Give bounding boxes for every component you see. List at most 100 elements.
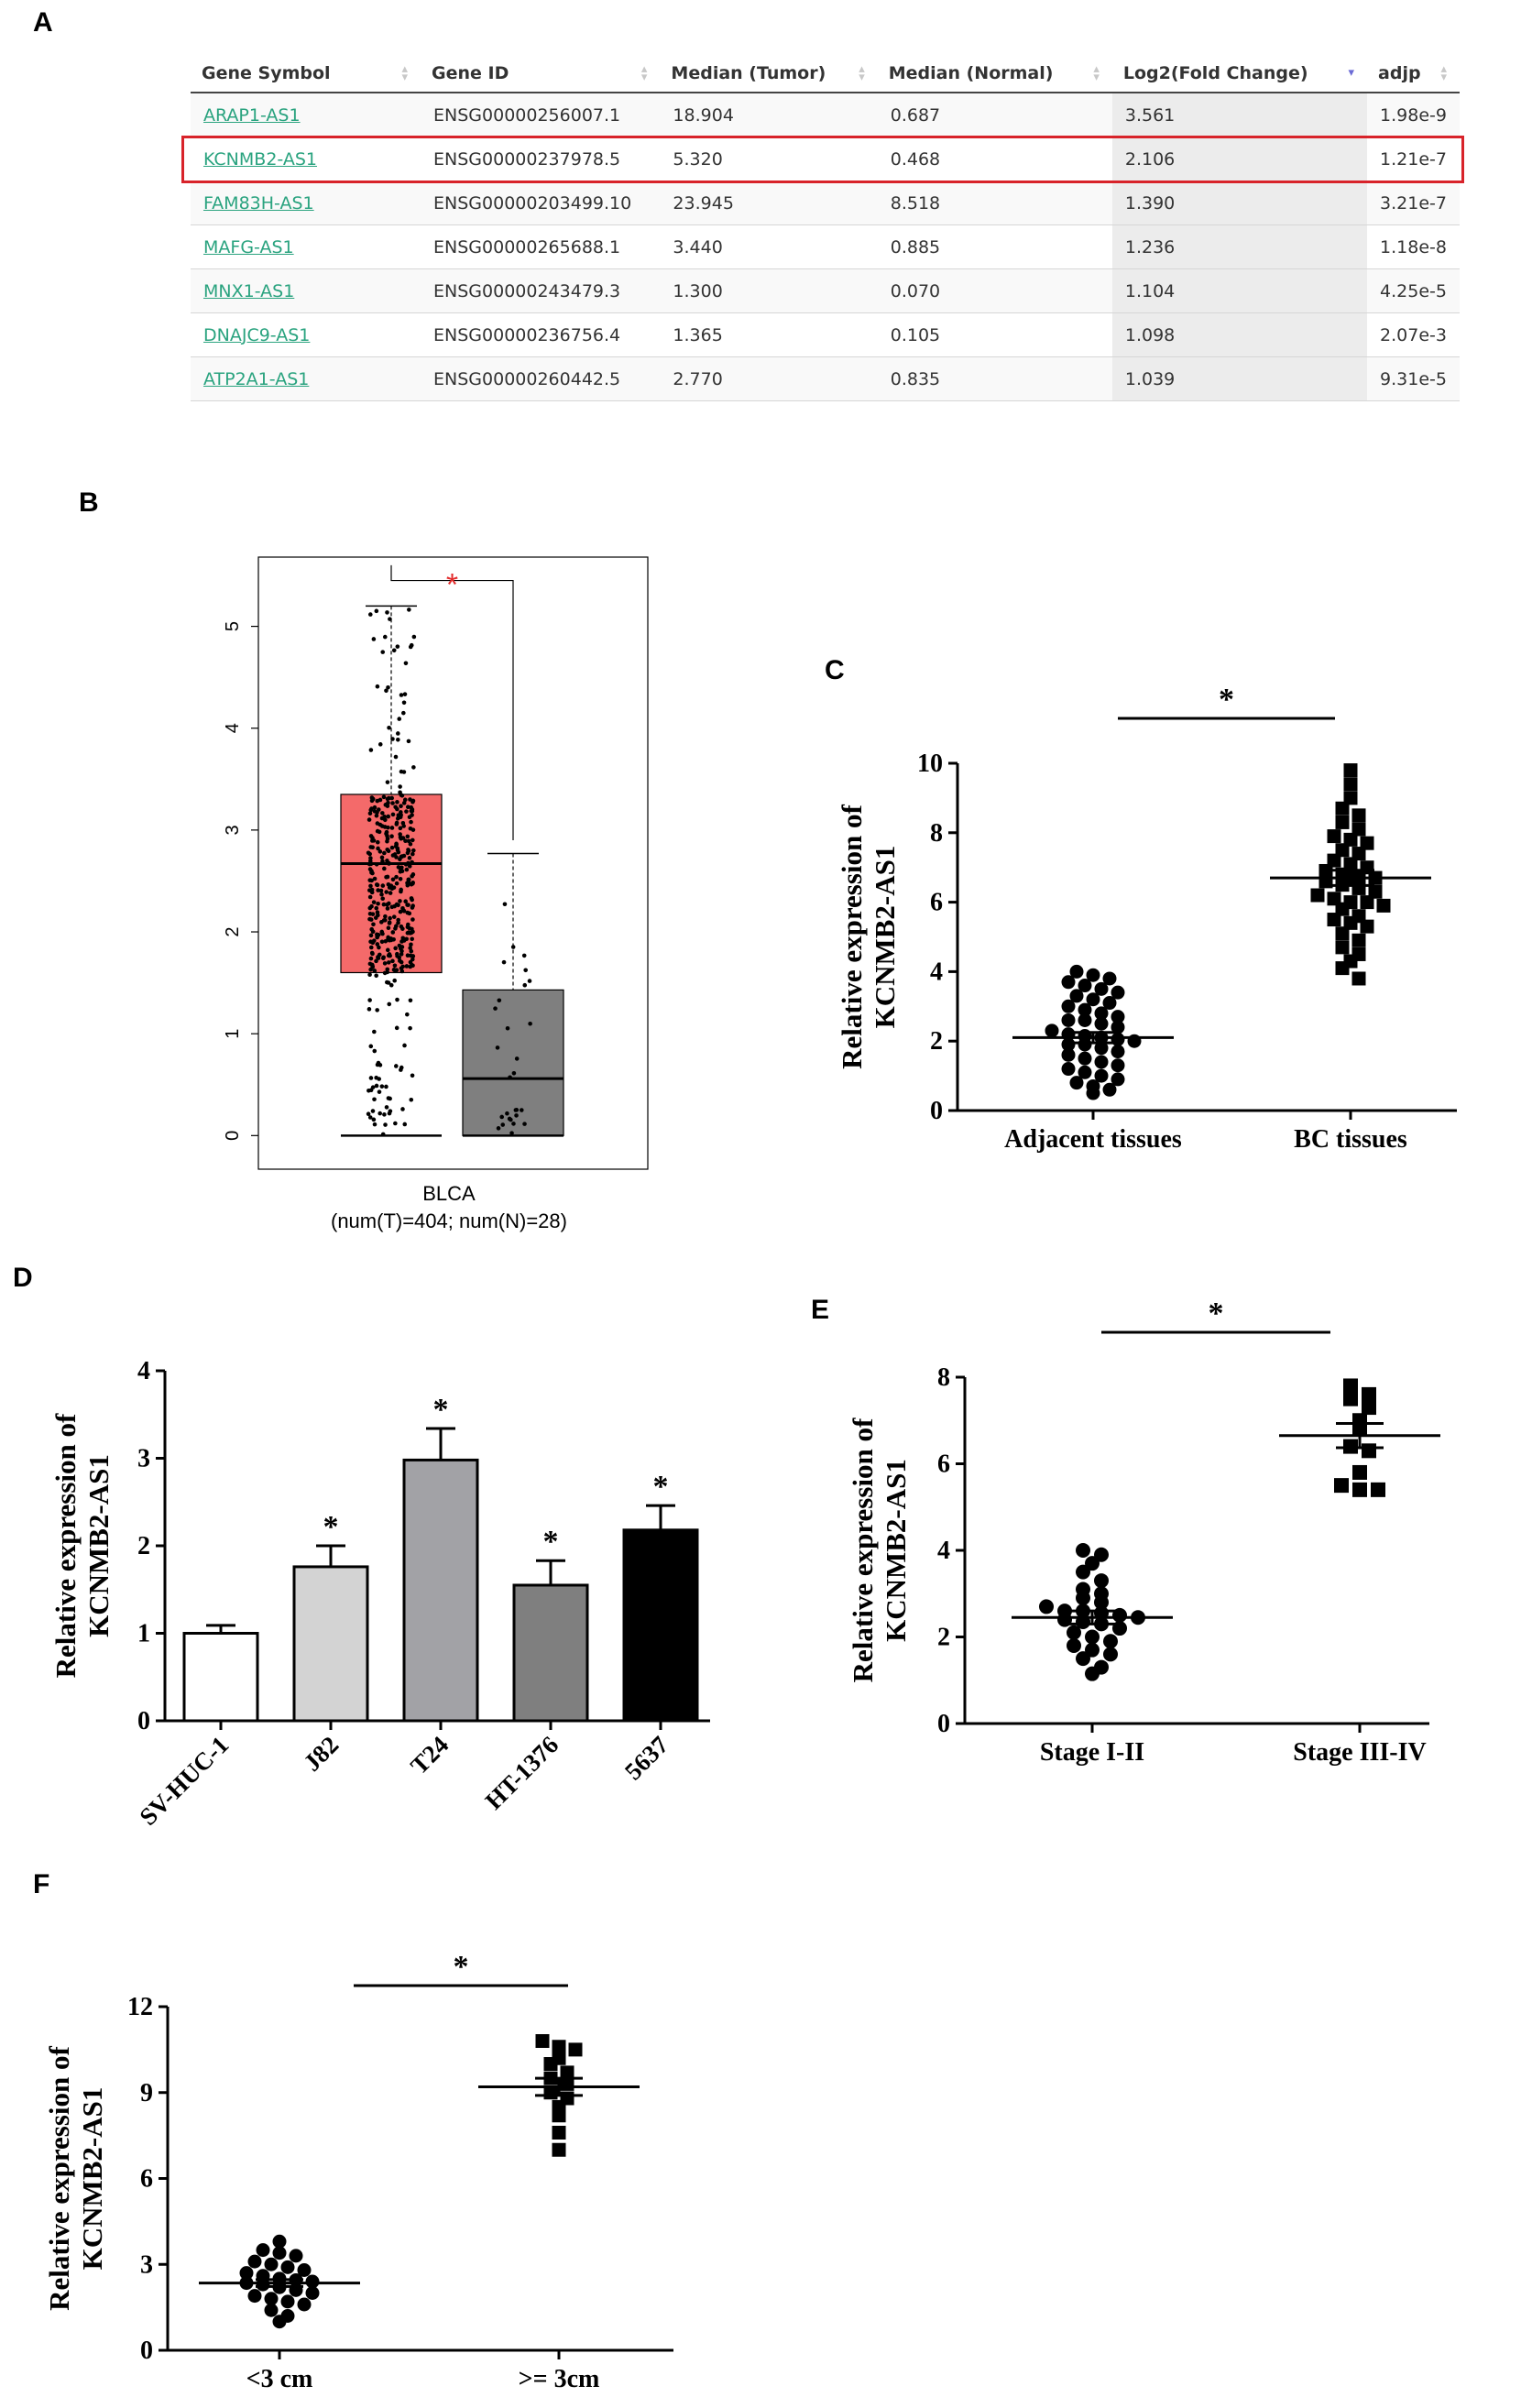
jitter-point bbox=[374, 905, 379, 911]
jitter-point bbox=[395, 800, 399, 804]
jitter-point bbox=[395, 997, 399, 1002]
jitter-point bbox=[514, 1113, 519, 1118]
data-point-circle bbox=[1103, 1647, 1118, 1662]
data-point-circle bbox=[256, 2243, 270, 2258]
jitter-point bbox=[393, 754, 399, 760]
jitter-point bbox=[410, 827, 416, 832]
jitter-point bbox=[400, 836, 406, 840]
column-header-adjp[interactable]: adjp ▴ ▾ bbox=[1367, 55, 1460, 93]
jitter-point bbox=[495, 1045, 500, 1050]
data-point-circle bbox=[1076, 1564, 1090, 1580]
jitter-point bbox=[409, 1097, 414, 1102]
jitter-point bbox=[410, 813, 414, 817]
jitter-point bbox=[367, 905, 373, 911]
column-header-median-tumor[interactable]: Median (Tumor) ▴ ▾ bbox=[660, 55, 878, 93]
y-tick-label: 1 bbox=[223, 1029, 243, 1039]
jitter-point bbox=[370, 870, 375, 876]
gene-link[interactable]: ARAP1-AS1 bbox=[203, 104, 301, 126]
y-tick-label: 2 bbox=[930, 1027, 943, 1056]
median-normal-cell: 0.105 bbox=[877, 312, 1112, 357]
gene-link[interactable]: ATP2A1-AS1 bbox=[203, 368, 310, 389]
jitter-point bbox=[394, 968, 399, 972]
jitter-point bbox=[410, 837, 415, 843]
jitter-point bbox=[371, 637, 377, 641]
gene-link[interactable]: FAM83H-AS1 bbox=[203, 192, 314, 213]
jitter-point bbox=[386, 800, 390, 805]
sort-icon[interactable]: ▴ ▾ bbox=[859, 62, 865, 84]
data-point-circle bbox=[1085, 1642, 1100, 1658]
column-header-median-normal[interactable]: Median (Normal) ▴ ▾ bbox=[877, 55, 1112, 93]
data-point-square bbox=[1343, 832, 1358, 847]
column-header-gene-symbol[interactable]: Gene Symbol ▴ ▾ bbox=[191, 55, 421, 93]
jitter-point bbox=[394, 924, 399, 929]
data-point-circle bbox=[280, 2260, 295, 2274]
median-normal-cell: 0.835 bbox=[877, 356, 1112, 401]
jitter-point bbox=[378, 849, 383, 854]
data-point-circle bbox=[1061, 975, 1076, 990]
jitter-point bbox=[368, 807, 374, 813]
significance-star: * bbox=[454, 1950, 469, 1984]
column-header-gene-id[interactable]: Gene ID ▴ ▾ bbox=[421, 55, 661, 93]
data-point-square bbox=[560, 2065, 574, 2080]
sort-icon[interactable]: ▴ ▾ bbox=[1093, 62, 1100, 84]
data-point-square bbox=[1327, 892, 1341, 906]
jitter-point bbox=[390, 958, 395, 964]
data-point-square bbox=[1360, 895, 1374, 910]
jitter-point bbox=[388, 1096, 392, 1101]
significance-star: * bbox=[323, 1510, 339, 1544]
sort-icon[interactable]: ▴ ▾ bbox=[401, 62, 409, 84]
bar-5637 bbox=[622, 1528, 699, 1723]
sort-icon[interactable]: ▴ ▾ bbox=[1440, 62, 1447, 84]
sort-desc-icon[interactable]: ▾ bbox=[1348, 66, 1355, 80]
jitter-point bbox=[374, 862, 379, 867]
jitter-point bbox=[384, 1105, 389, 1110]
gene-link[interactable]: DNAJC9-AS1 bbox=[203, 324, 311, 345]
jitter-point bbox=[388, 953, 392, 958]
data-point-circle bbox=[1111, 1072, 1125, 1087]
data-point-square bbox=[1335, 926, 1350, 941]
jitter-point bbox=[389, 845, 395, 850]
gene-link[interactable]: MAFG-AS1 bbox=[203, 236, 294, 257]
jitter-point bbox=[385, 610, 389, 615]
jitter-point bbox=[406, 877, 411, 882]
jitter-point bbox=[386, 814, 391, 819]
data-point-circle bbox=[1078, 979, 1092, 993]
jitter-point bbox=[410, 936, 414, 942]
data-point-square bbox=[535, 2034, 550, 2048]
data-point-circle bbox=[1094, 1586, 1109, 1602]
column-header-log2-fold-change[interactable]: Log2(Fold Change) ▾ bbox=[1111, 55, 1368, 93]
y-axis-label-line2: KCNMB2-AS1 bbox=[76, 2087, 108, 2271]
y-tick-label: 3 bbox=[140, 2250, 153, 2279]
data-point-square bbox=[1310, 888, 1325, 903]
data-point-circle bbox=[1078, 1065, 1092, 1079]
x-tick-label: J82 bbox=[298, 1731, 344, 1777]
y-tick-label: 4 bbox=[930, 958, 943, 986]
y-axis-label-line2: KCNMB2-AS1 bbox=[869, 846, 901, 1029]
gene-link[interactable]: MNX1-AS1 bbox=[203, 280, 295, 301]
jitter-point bbox=[409, 942, 413, 947]
jitter-point bbox=[403, 838, 408, 844]
jitter-point bbox=[366, 1111, 371, 1117]
jitter-point bbox=[519, 1108, 524, 1112]
table-row: ARAP1-AS1 ENSG00000256007.1 18.904 0.687… bbox=[191, 93, 1460, 137]
data-point-square bbox=[1319, 863, 1333, 878]
sort-icon[interactable]: ▴ ▾ bbox=[640, 62, 648, 84]
panel-letter-a: A bbox=[33, 7, 53, 38]
jitter-point bbox=[388, 915, 392, 921]
jitter-point bbox=[370, 951, 375, 957]
data-point-circle bbox=[1078, 1051, 1092, 1066]
jitter-point bbox=[379, 1084, 385, 1089]
data-point-circle bbox=[1085, 1629, 1100, 1645]
jitter-point bbox=[402, 1122, 408, 1127]
data-point-circle bbox=[289, 2249, 303, 2263]
jitter-point bbox=[404, 964, 410, 969]
gene-link[interactable]: KCNMB2-AS1 bbox=[203, 148, 318, 170]
jitter-point bbox=[368, 967, 373, 972]
jitter-point bbox=[376, 901, 380, 906]
jitter-point bbox=[401, 710, 406, 716]
jitter-point bbox=[404, 809, 409, 814]
fold-change-cell: 1.039 bbox=[1111, 356, 1368, 401]
significance-star: * bbox=[1209, 1297, 1224, 1330]
data-point-circle bbox=[1086, 1078, 1100, 1093]
data-point-circle bbox=[1076, 1651, 1090, 1667]
